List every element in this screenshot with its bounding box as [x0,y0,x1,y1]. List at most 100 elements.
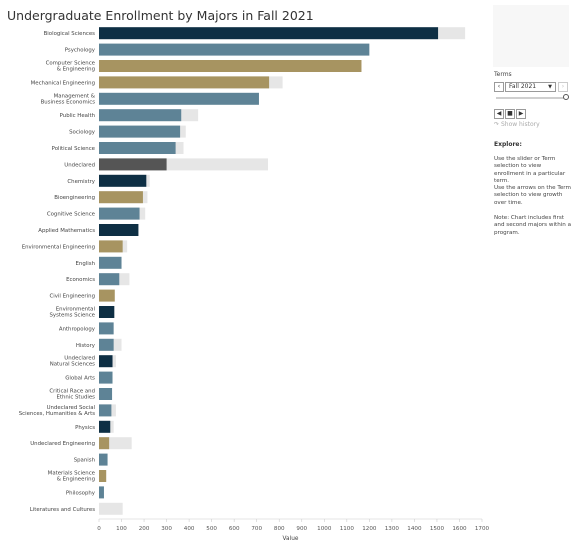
show-history-toggle[interactable]: ↷ Show history [494,121,540,128]
bar [99,437,110,450]
category-label: Computer Science & Engineering [46,61,96,73]
x-tick-label: 900 [296,526,307,532]
x-tick-label: 1200 [362,526,377,532]
category-label: Biological Sciences [44,31,96,37]
explore-text-slider: Use the slider or Term selection to view… [494,156,566,185]
step-back-icon: ◀ [496,110,502,117]
category-label: Anthropology [59,326,96,332]
category-label: English [76,261,95,267]
x-tick-label: 1100 [340,526,355,532]
category-label: Undeclared Engineering [30,441,95,447]
bar [99,158,167,171]
category-label: Physics [75,425,95,431]
play-icon: ▶ [518,110,524,117]
category-label: Undeclared [64,162,95,168]
bar [99,322,114,335]
bar [99,76,270,89]
category-label: Cognitive Science [47,212,96,218]
bar [99,371,113,384]
bar [99,453,108,466]
x-tick-label: 500 [206,526,217,532]
category-label: Psychology [65,48,96,54]
stop-button[interactable]: ■ [505,109,515,119]
bar [99,92,259,105]
category-label: Critical Race and Ethnic Studies [49,389,95,401]
history-icon: ↷ [494,121,500,128]
explore-heading: Explore: [494,141,522,148]
term-label: Terms [494,71,512,78]
x-tick-label: 400 [184,526,195,532]
x-tick-label: 1600 [452,526,467,532]
category-label: Environmental Systems Science [49,307,95,319]
category-label: Materials Science & Engineering [48,471,96,483]
category-label: Undeclared Natural Sciences [50,356,95,368]
category-label: Political Science [52,146,96,152]
category-label: Spanish [74,458,95,464]
chevron-down-icon: ▼ [548,84,552,90]
bar [99,256,122,269]
category-label: Literatures and Cultures [30,507,95,513]
x-tick-label: 300 [161,526,172,532]
bar [99,420,111,433]
explore-text-note: Note: Chart includes first and second ma… [494,215,572,236]
bar [99,142,176,154]
bar [99,240,123,253]
bar [99,306,115,318]
bar [99,125,181,138]
x-tick-label: 1400 [407,526,422,532]
bar [99,273,120,286]
bar [99,191,143,204]
bar [99,27,439,40]
bar [99,338,114,351]
step-back-button[interactable]: ◀ [494,109,504,119]
x-tick-label: 200 [139,526,150,532]
category-label: Bioengineering [54,195,95,201]
chevron-left-icon: ‹ [497,83,501,90]
bar [99,355,113,368]
x-tick-label: 1000 [317,526,332,532]
bar [99,109,182,122]
category-label: Mechanical Engineering [31,80,95,86]
category-label: Public Health [60,113,95,119]
play-button[interactable]: ▶ [516,109,526,119]
bar [99,207,140,220]
category-label: Global Arts [65,376,95,382]
bar [99,60,362,72]
category-label: Sociology [69,130,96,136]
x-tick-label: 1300 [385,526,400,532]
chart-thumbnail [493,5,569,67]
bar [99,470,107,482]
x-tick-label: 0 [97,526,101,532]
term-select[interactable]: Fall 2021 ▼ [505,82,556,92]
x-tick-label: 800 [274,526,285,532]
stop-icon: ■ [507,110,513,117]
category-label: Philosophy [66,490,96,496]
x-tick-label: 1700 [475,526,490,532]
bar [99,388,113,400]
category-label: Applied Mathematics [38,228,95,234]
category-label: Undeclared Social Sciences, Humanities & … [19,405,95,417]
bar [99,289,115,302]
term-slider-handle[interactable] [563,94,569,100]
category-label: Environmental Engineering [22,244,95,250]
bar [99,174,147,187]
bar [99,486,104,499]
term-select-value: Fall 2021 [509,83,537,90]
next-term-button[interactable]: › [558,82,568,92]
explore-text-arrows: Use the arrows on the Term selection to … [494,185,571,206]
category-label: Civil Engineering [49,294,95,300]
enrollment-bar-chart: Biological Sciences Psychology Computer Sc… [19,27,490,542]
x-tick-label: 700 [251,526,262,532]
x-tick-label: 100 [116,526,127,532]
category-label: Management & Business Economics [41,93,96,105]
chart-title: Undergraduate Enrollment by Majors in Fa… [7,8,314,23]
previous-term-button[interactable]: ‹ [494,82,504,92]
bar [99,43,370,56]
bar [99,404,112,417]
chevron-right-icon: › [561,83,565,90]
term-slider-track[interactable] [496,97,564,99]
x-tick-label: 600 [229,526,240,532]
bar [99,224,139,236]
category-label: Chemistry [67,179,95,185]
x-axis-label: Value [283,536,299,542]
